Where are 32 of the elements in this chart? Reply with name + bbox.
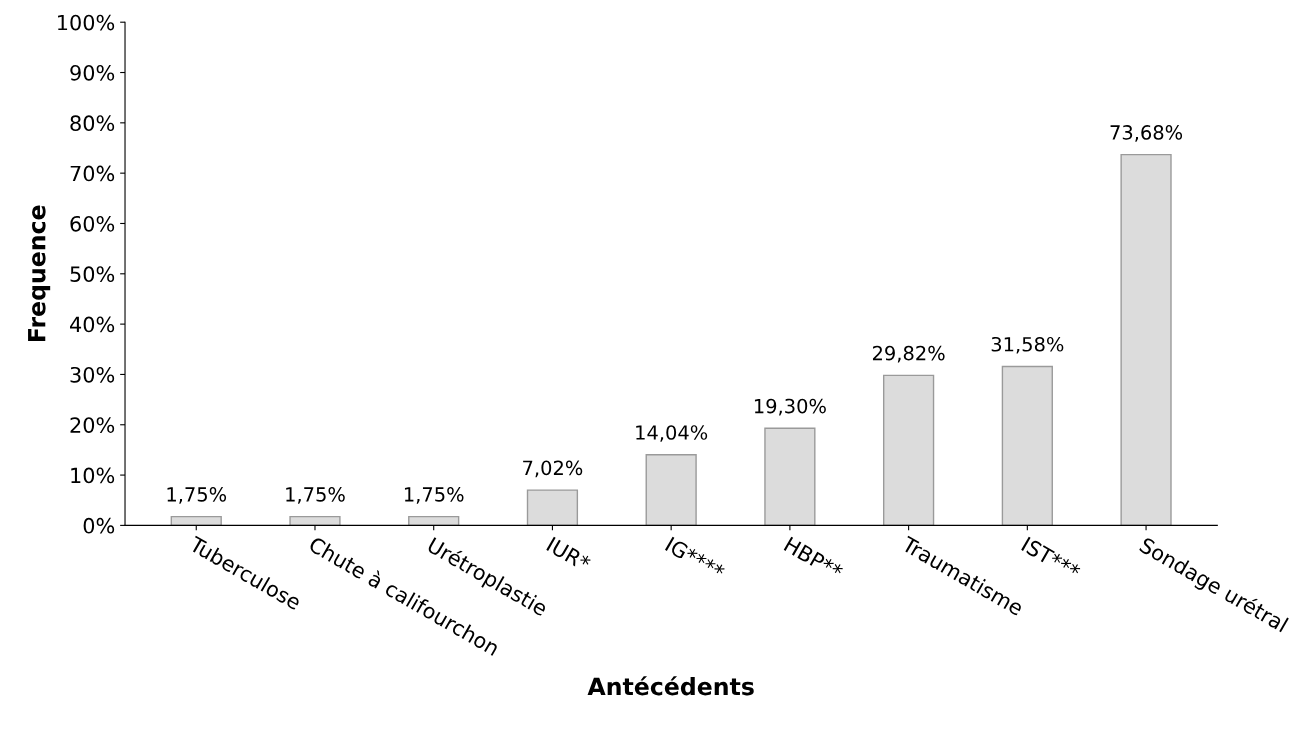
y-tick-label: 80% — [70, 115, 115, 132]
y-tick-label: 20% — [70, 417, 115, 433]
x-tick-label: IUR* — [546, 536, 592, 572]
data-label: 14,04% — [636, 425, 708, 442]
bar — [170, 515, 222, 526]
bar — [882, 374, 935, 526]
y-axis-title: Frequence — [28, 205, 51, 342]
bar — [526, 489, 579, 526]
data-label: 7,02% — [523, 460, 583, 478]
data-label: 29,82% — [872, 345, 945, 363]
x-axis-title: Antécédents — [587, 676, 754, 696]
bar — [1120, 153, 1172, 526]
y-tick-label: 0% — [83, 517, 115, 534]
y-tick-label: 50% — [70, 266, 115, 283]
bar — [408, 515, 460, 526]
bar — [289, 515, 341, 526]
bar — [1001, 365, 1053, 526]
y-tick-label: 100% — [58, 14, 115, 31]
bar — [764, 427, 816, 526]
data-label: 73,68% — [1110, 125, 1183, 142]
y-tick-label: 60% — [70, 215, 115, 232]
y-tick-label: 40% — [70, 316, 115, 333]
data-label: 19,30% — [754, 398, 826, 416]
y-tick-label: 30% — [70, 366, 115, 383]
data-label: 1,75% — [167, 487, 227, 504]
data-label: 1,75% — [404, 487, 464, 504]
data-label: 1,75% — [286, 487, 345, 504]
data-label: 31,58% — [991, 336, 1064, 354]
y-tick-label: 90% — [70, 64, 115, 81]
y-tick-label: 70% — [70, 165, 115, 182]
bar — [645, 454, 697, 526]
y-tick-label: 10% — [71, 467, 115, 484]
